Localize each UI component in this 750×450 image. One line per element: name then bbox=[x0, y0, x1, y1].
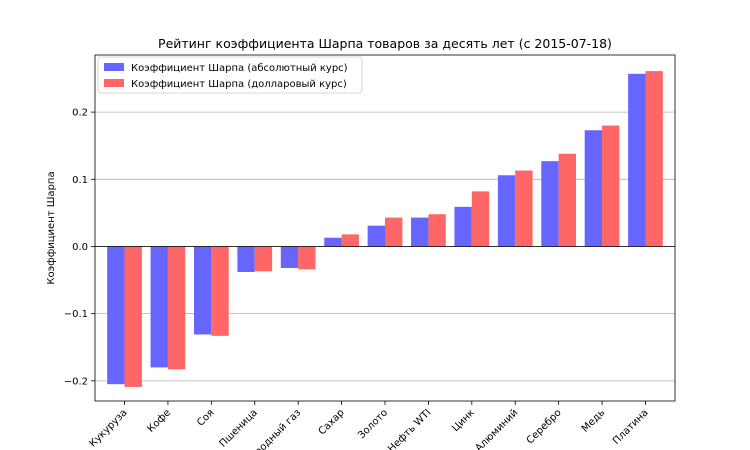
x-tick-label: Медь bbox=[580, 407, 607, 434]
legend-swatch bbox=[104, 63, 124, 71]
legend-label: Коэффициент Шарпа (долларовый курс) bbox=[131, 79, 347, 90]
bar-dollar bbox=[211, 246, 229, 336]
x-tick-label: Соя bbox=[195, 407, 216, 428]
legend: Коэффициент Шарпа (абсолютный курс) Коэфф… bbox=[97, 56, 363, 94]
x-tick-label: Кофе bbox=[146, 407, 174, 435]
bar-absolute bbox=[628, 73, 646, 247]
bar-dollar bbox=[428, 214, 446, 247]
x-tick-label: Сахар bbox=[317, 407, 347, 437]
bar-absolute bbox=[541, 161, 559, 247]
x-tick-label: Алюминий bbox=[474, 407, 521, 450]
bar-absolute bbox=[107, 246, 125, 385]
bar-absolute bbox=[584, 130, 603, 247]
chart-title: Рейтинг коэффициента Шарпа товаров за де… bbox=[158, 36, 612, 51]
bar-absolute bbox=[193, 246, 212, 335]
bar-dollar bbox=[124, 246, 142, 387]
bar-absolute bbox=[454, 206, 472, 247]
bar-dollar bbox=[298, 246, 316, 270]
bar-dollar bbox=[515, 170, 533, 247]
legend-box bbox=[97, 56, 363, 94]
bar-absolute bbox=[497, 175, 516, 247]
bar-dollar bbox=[471, 191, 490, 247]
bar-absolute bbox=[411, 217, 429, 247]
bar-dollar bbox=[167, 246, 186, 370]
bar-absolute bbox=[367, 225, 385, 247]
x-tick-label: Платина bbox=[611, 407, 651, 447]
y-tick-label: 0.0 bbox=[72, 242, 88, 253]
y-tick-label: −0.1 bbox=[64, 309, 88, 320]
y-tick-label: 0.1 bbox=[72, 175, 88, 186]
bar-dollar bbox=[254, 246, 273, 272]
legend-swatch bbox=[104, 79, 124, 87]
bar-absolute bbox=[324, 237, 342, 247]
x-tick-label: Нефть WTI bbox=[386, 407, 433, 450]
y-tick-label: 0.2 bbox=[72, 108, 88, 119]
bar-dollar bbox=[602, 125, 620, 247]
x-tick-label: Кукуруза bbox=[87, 407, 129, 449]
x-tick-label: Серебро bbox=[525, 407, 564, 446]
bars bbox=[107, 71, 663, 387]
plot-frame bbox=[94, 54, 676, 402]
bar-dollar bbox=[385, 217, 403, 247]
y-axis-label: Коэффициент Шарпа bbox=[46, 171, 57, 284]
x-tick-label: Пшеница bbox=[218, 407, 260, 449]
bar-dollar bbox=[645, 71, 663, 247]
bar-dollar bbox=[558, 153, 577, 247]
axes bbox=[91, 54, 676, 405]
legend-label: Коэффициент Шарпа (абсолютный курс) bbox=[131, 63, 348, 74]
bar-absolute bbox=[150, 246, 168, 368]
bar-absolute bbox=[237, 246, 255, 273]
bar-absolute bbox=[280, 246, 299, 268]
y-tick-label: −0.2 bbox=[64, 376, 88, 387]
x-tick-label: Цинк bbox=[450, 407, 477, 434]
x-tick-label: Золото bbox=[356, 407, 390, 441]
bar-dollar bbox=[341, 234, 359, 247]
